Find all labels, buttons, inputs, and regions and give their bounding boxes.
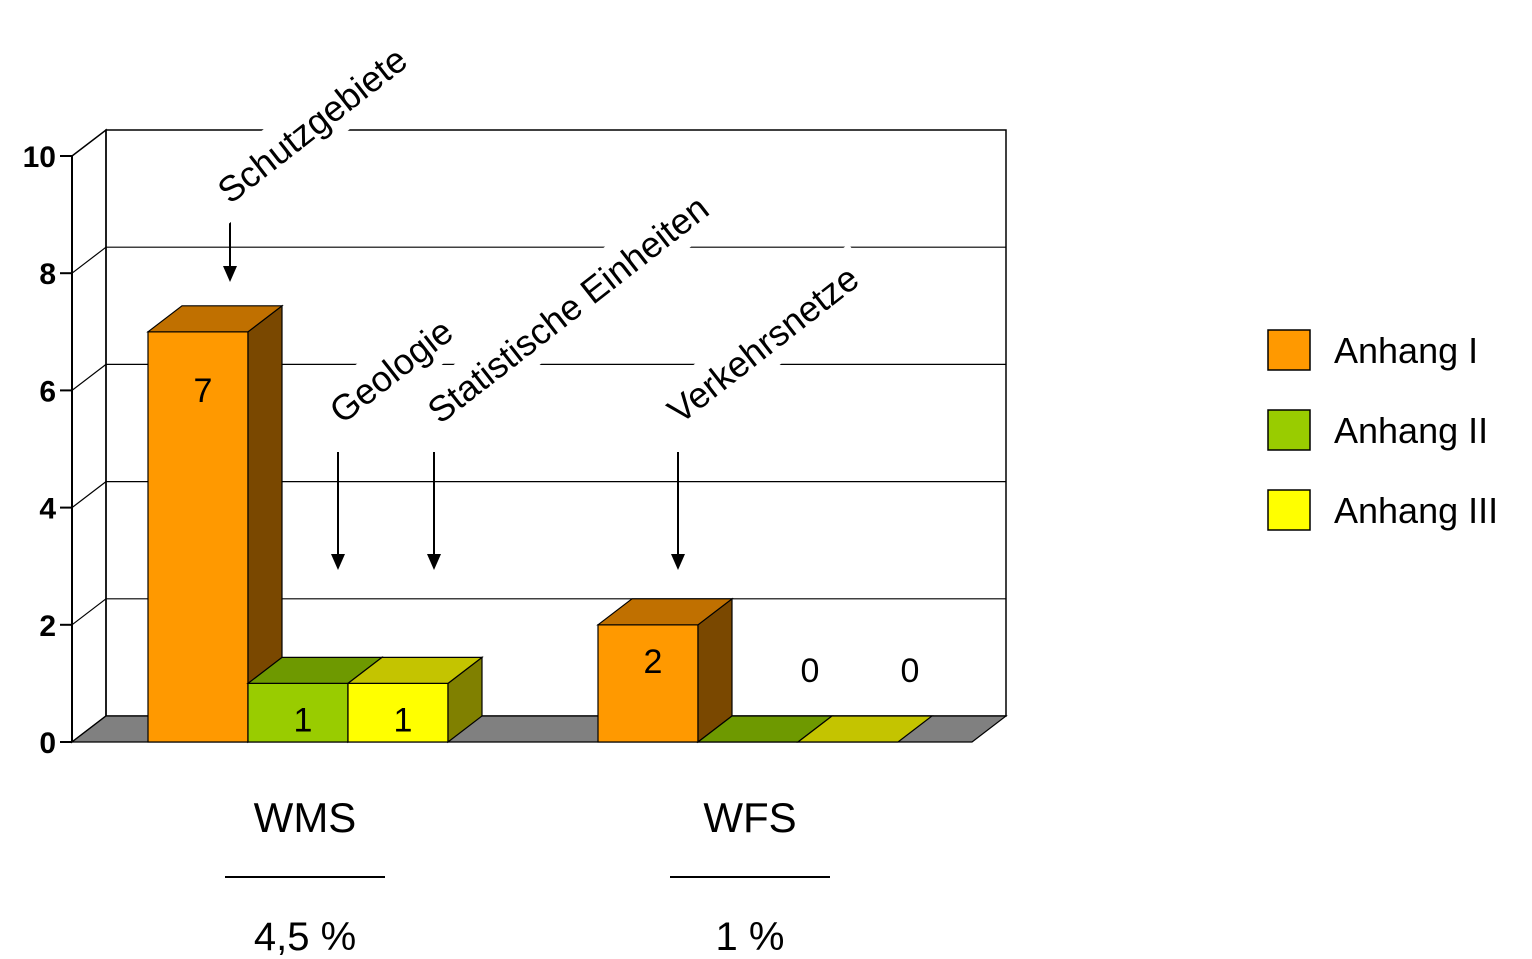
data-label: 2: [644, 643, 663, 681]
y-tick-label: 2: [39, 610, 56, 643]
y-axis: 0 2 4 6 8 10: [23, 141, 73, 760]
annotation-label: Schutzgebiete: [210, 39, 415, 212]
y-tick-label: 8: [39, 258, 56, 291]
bar: 2: [596, 597, 734, 744]
legend-item: Anhang II: [1267, 409, 1488, 451]
category-label: WFS: [703, 794, 796, 841]
bars: 7 1 1 2 0 0: [146, 304, 934, 744]
category-sublabel: 1 %: [716, 915, 785, 959]
legend-item: Anhang III: [1267, 489, 1498, 531]
legend-label: Anhang III: [1334, 490, 1498, 531]
category-sublabel: 4,5 %: [254, 915, 356, 959]
annotation-label-background: [644, 243, 882, 445]
y-tick-label: 0: [39, 727, 56, 760]
bar: 7: [146, 304, 284, 744]
bar-top: [596, 598, 734, 626]
data-label: 0: [801, 652, 820, 690]
bar-front: [347, 682, 449, 743]
legend-label: Anhang I: [1334, 330, 1478, 371]
gridline-side: [71, 481, 107, 509]
data-label: 1: [394, 701, 413, 739]
data-label: 1: [294, 701, 313, 739]
gridline-side: [71, 246, 107, 274]
legend-swatch: [1267, 409, 1311, 451]
legend-label: Anhang II: [1334, 410, 1488, 451]
annotation: Verkehrsnetze: [644, 243, 882, 570]
y-tick-label: 10: [23, 141, 56, 174]
annotation-label-background: [194, 25, 430, 225]
bar-front: [147, 331, 249, 743]
annotation-label: Verkehrsnetze: [660, 257, 867, 431]
category-label: WMS: [254, 794, 357, 841]
annotation-arrow-head: [331, 554, 345, 570]
legend-swatch: [1267, 329, 1311, 371]
annotation-arrow-head: [223, 266, 237, 282]
annotation-label-background: [306, 296, 476, 445]
gridline-side: [71, 363, 107, 391]
legend: Anhang I Anhang II Anhang III: [1267, 329, 1498, 531]
bar-top: [796, 715, 934, 743]
bar-top: [346, 656, 484, 685]
y-tick-label: 6: [39, 375, 56, 408]
annotation-label-background: [404, 173, 731, 445]
data-label: 7: [194, 372, 213, 410]
legend-swatch: [1267, 489, 1311, 531]
bar: 0: [796, 652, 934, 743]
bar-top: [146, 305, 284, 333]
y-tick-label: 4: [39, 493, 56, 526]
annotation-arrow-head: [671, 554, 685, 570]
annotation: Schutzgebiete: [194, 25, 430, 282]
legend-item: Anhang I: [1267, 329, 1478, 371]
bar: 1: [346, 656, 484, 744]
gridline-side: [71, 598, 107, 626]
data-label: 0: [901, 652, 920, 690]
category-labels: WMS 4,5 % WFS 1 %: [225, 794, 830, 959]
side-wall: [71, 128, 107, 744]
annotation-arrow-head: [427, 554, 441, 570]
annotation: Statistische Einheiten: [404, 173, 731, 570]
